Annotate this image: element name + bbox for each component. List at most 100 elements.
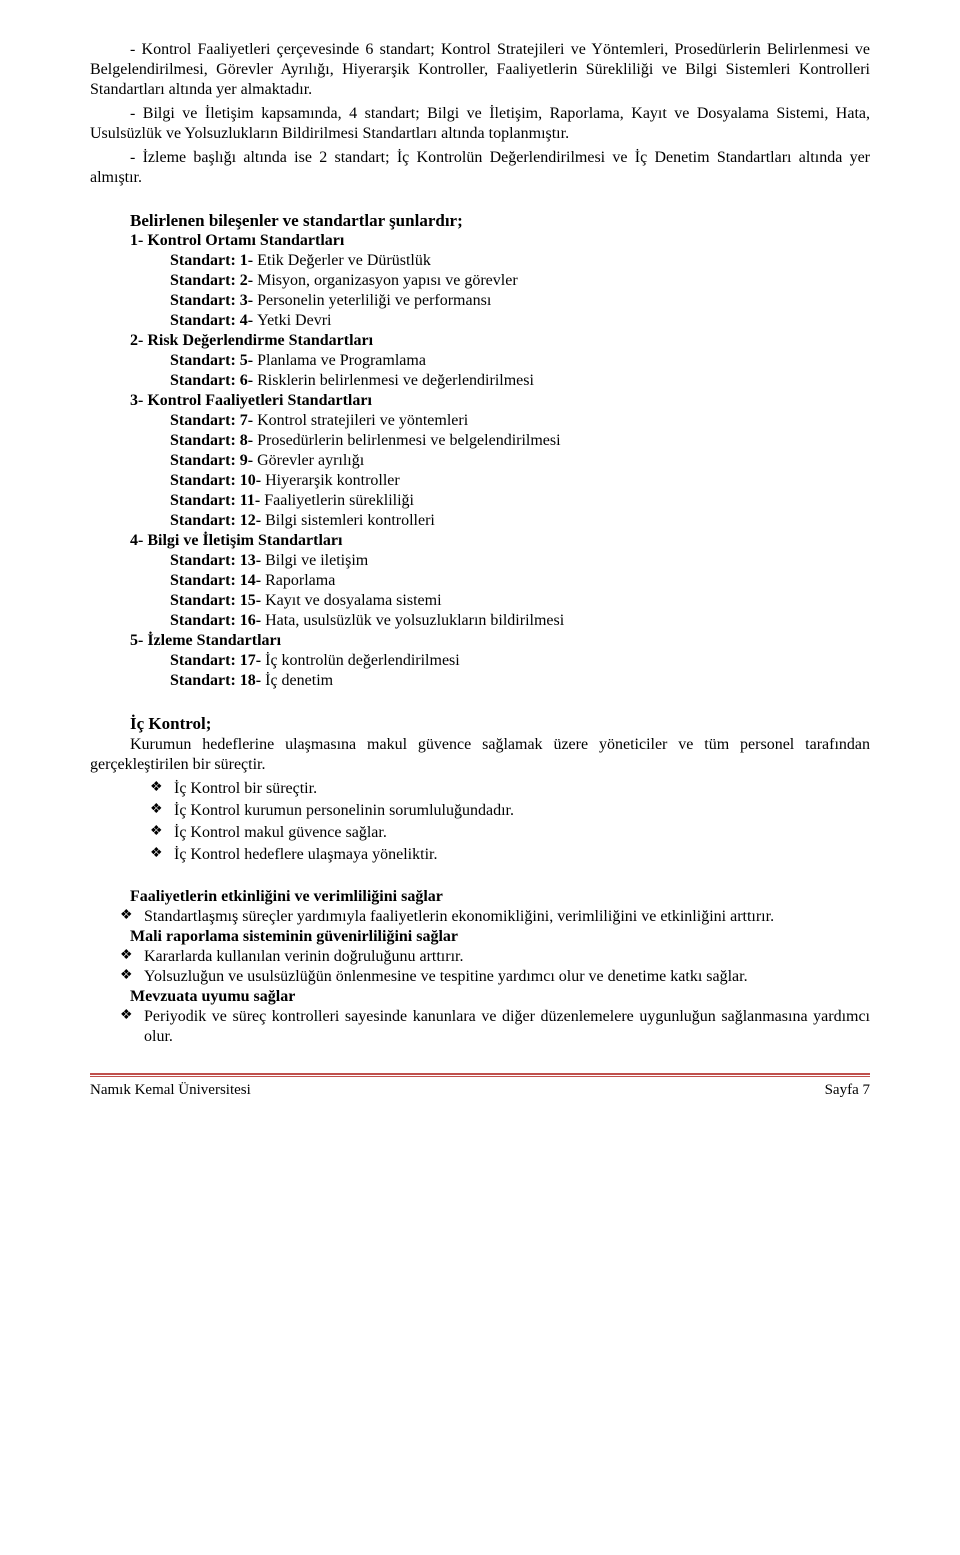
standard-row: Standart: 18- İç denetim: [90, 671, 870, 691]
standard-text: Görevler ayrılığı: [257, 452, 364, 469]
standard-text: Bilgi ve iletişim: [265, 552, 368, 569]
standard-text: Hata, usulsüzlük ve yolsuzlukların bildi…: [265, 612, 564, 629]
list-item: ❖İç Kontrol bir süreçtir.: [150, 779, 870, 799]
group-heading: 1- Kontrol Ortamı Standartları: [90, 231, 870, 251]
standard-label: Standart: 8-: [170, 432, 257, 449]
standard-text: Risklerin belirlenmesi ve değerlendirilm…: [257, 372, 534, 389]
standard-row: Standart: 3- Personelin yeterliliği ve p…: [90, 291, 870, 311]
paragraph-3: - İzleme başlığı altında ise 2 standart;…: [90, 148, 870, 188]
list-item: ❖İç Kontrol hedeflere ulaşmaya yönelikti…: [150, 845, 870, 865]
footer-rule-bottom: [90, 1076, 870, 1077]
standard-row: Standart: 16- Hata, usulsüzlük ve yolsuz…: [90, 611, 870, 631]
list-item: ❖Periyodik ve süreç kontrolleri sayesind…: [90, 1007, 870, 1047]
standard-row: Standart: 10- Hiyerarşik kontroller: [90, 471, 870, 491]
ic-kontrol-bullets: ❖İç Kontrol bir süreçtir.❖İç Kontrol kur…: [90, 779, 870, 865]
subsection-title: Faaliyetlerin etkinliğini ve verimliliği…: [130, 887, 870, 907]
list-item-text: Periyodik ve süreç kontrolleri sayesinde…: [144, 1007, 870, 1047]
standard-row: Standart: 6- Risklerin belirlenmesi ve d…: [90, 371, 870, 391]
list-item: ❖Kararlarda kullanılan verinin doğruluğu…: [90, 947, 870, 967]
diamond-bullet-icon: ❖: [150, 845, 174, 863]
standard-row: Standart: 15- Kayıt ve dosyalama sistemi: [90, 591, 870, 611]
standard-row: Standart: 7- Kontrol stratejileri ve yön…: [90, 411, 870, 431]
standard-text: Etik Değerler ve Dürüstlük: [257, 252, 431, 269]
standard-row: Standart: 9- Görevler ayrılığı: [90, 451, 870, 471]
list-item-text: İç Kontrol hedeflere ulaşmaya yöneliktir…: [174, 845, 870, 865]
standard-label: Standart: 11-: [170, 492, 264, 509]
footer-right: Sayfa 7: [825, 1081, 870, 1100]
paragraph-1: - Kontrol Faaliyetleri çerçevesinde 6 st…: [90, 40, 870, 100]
standard-label: Standart: 3-: [170, 292, 257, 309]
ic-kontrol-section: İç Kontrol; Kurumun hedeflerine ulaşması…: [90, 713, 870, 864]
standard-label: Standart: 15-: [170, 592, 265, 609]
standard-label: Standart: 16-: [170, 612, 265, 629]
list-item: ❖İç Kontrol makul güvence sağlar.: [150, 823, 870, 843]
components-section: Belirlenen bileşenler ve standartlar şun…: [90, 210, 870, 691]
standard-text: Faaliyetlerin sürekliliği: [264, 492, 414, 509]
footer-left: Namık Kemal Üniversitesi: [90, 1081, 251, 1100]
list-item: ❖İç Kontrol kurumun personelinin sorumlu…: [150, 801, 870, 821]
standard-label: Standart: 5-: [170, 352, 257, 369]
standard-label: Standart: 7-: [170, 412, 257, 429]
standard-label: Standart: 10-: [170, 472, 265, 489]
group-heading: 3- Kontrol Faaliyetleri Standartları: [90, 391, 870, 411]
components-heading: Belirlenen bileşenler ve standartlar şun…: [90, 210, 870, 231]
diamond-bullet-icon: ❖: [120, 967, 144, 985]
standard-row: Standart: 2- Misyon, organizasyon yapısı…: [90, 271, 870, 291]
diamond-bullet-icon: ❖: [120, 947, 144, 965]
diamond-bullet-icon: ❖: [150, 823, 174, 841]
standard-label: Standart: 17-: [170, 652, 265, 669]
subsection-title: Mali raporlama sisteminin güvenirliliğin…: [130, 927, 870, 947]
group-heading: 4- Bilgi ve İletişim Standartları: [90, 531, 870, 551]
standard-row: Standart: 12- Bilgi sistemleri kontrolle…: [90, 511, 870, 531]
list-item: ❖Standartlaşmış süreçler yardımıyla faal…: [90, 907, 870, 927]
standard-text: İç kontrolün değerlendirilmesi: [265, 652, 460, 669]
group-heading: 2- Risk Değerlendirme Standartları: [90, 331, 870, 351]
group-heading: 5- İzleme Standartları: [90, 631, 870, 651]
diamond-bullet-icon: ❖: [120, 907, 144, 925]
subsections: Faaliyetlerin etkinliğini ve verimliliği…: [90, 887, 870, 1047]
standard-label: Standart: 2-: [170, 272, 257, 289]
list-item-text: İç Kontrol makul güvence sağlar.: [174, 823, 870, 843]
ic-kontrol-heading: İç Kontrol;: [90, 713, 870, 734]
standard-row: Standart: 11- Faaliyetlerin sürekliliği: [90, 491, 870, 511]
list-item: ❖Yolsuzluğun ve usulsüzlüğün önlenmesine…: [90, 967, 870, 987]
standard-label: Standart: 13-: [170, 552, 265, 569]
standard-label: Standart: 6-: [170, 372, 257, 389]
standard-label: Standart: 9-: [170, 452, 257, 469]
standards-list: 1- Kontrol Ortamı StandartlarıStandart: …: [90, 231, 870, 691]
diamond-bullet-icon: ❖: [120, 1007, 144, 1025]
paragraph-2: - Bilgi ve İletişim kapsamında, 4 standa…: [90, 104, 870, 144]
standard-text: Yetki Devri: [257, 312, 331, 329]
standard-label: Standart: 12-: [170, 512, 265, 529]
standard-row: Standart: 13- Bilgi ve iletişim: [90, 551, 870, 571]
standard-text: Hiyerarşik kontroller: [265, 472, 400, 489]
standard-row: Standart: 14- Raporlama: [90, 571, 870, 591]
list-item-text: İç Kontrol bir süreçtir.: [174, 779, 870, 799]
standard-text: Bilgi sistemleri kontrolleri: [265, 512, 435, 529]
subsection-title: Mevzuata uyumu sağlar: [130, 987, 870, 1007]
standard-text: Kontrol stratejileri ve yöntemleri: [257, 412, 468, 429]
diamond-bullet-icon: ❖: [150, 779, 174, 797]
ic-kontrol-paragraph: Kurumun hedeflerine ulaşmasına makul güv…: [90, 735, 870, 775]
standard-label: Standart: 4-: [170, 312, 257, 329]
page-content: - Kontrol Faaliyetleri çerçevesinde 6 st…: [0, 0, 960, 1129]
list-item-text: Kararlarda kullanılan verinin doğruluğun…: [144, 947, 870, 967]
standard-row: Standart: 17- İç kontrolün değerlendiril…: [90, 651, 870, 671]
standard-label: Standart: 18-: [170, 672, 265, 689]
standard-text: Prosedürlerin belirlenmesi ve belgelendi…: [257, 432, 560, 449]
footer-rule-top: [90, 1073, 870, 1075]
standard-row: Standart: 4- Yetki Devri: [90, 311, 870, 331]
standard-text: İç denetim: [265, 672, 333, 689]
standard-label: Standart: 14-: [170, 572, 265, 589]
list-item-text: Yolsuzluğun ve usulsüzlüğün önlenmesine …: [144, 967, 870, 987]
standard-row: Standart: 8- Prosedürlerin belirlenmesi …: [90, 431, 870, 451]
list-item-text: Standartlaşmış süreçler yardımıyla faali…: [144, 907, 870, 927]
standard-row: Standart: 1- Etik Değerler ve Dürüstlük: [90, 251, 870, 271]
diamond-bullet-icon: ❖: [150, 801, 174, 819]
standard-row: Standart: 5- Planlama ve Programlama: [90, 351, 870, 371]
standard-text: Kayıt ve dosyalama sistemi: [265, 592, 441, 609]
list-item-text: İç Kontrol kurumun personelinin sorumlul…: [174, 801, 870, 821]
standard-text: Misyon, organizasyon yapısı ve görevler: [257, 272, 518, 289]
standard-text: Personelin yeterliliği ve performansı: [257, 292, 491, 309]
standard-label: Standart: 1-: [170, 252, 257, 269]
